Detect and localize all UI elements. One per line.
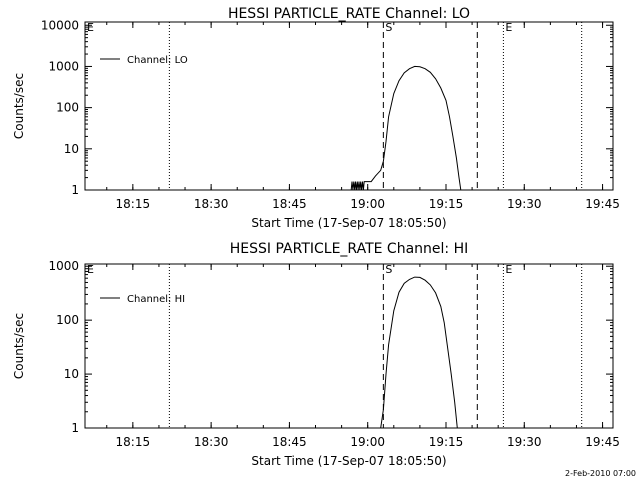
x-tick-label: 18:30	[194, 435, 229, 449]
plot-frame	[84, 263, 614, 429]
x-axis-label: Start Time (17-Sep-07 18:05:50)	[251, 454, 446, 468]
y-tick-label: 1000	[48, 59, 79, 73]
x-tick-label: 18:45	[272, 435, 307, 449]
y-axis-label: Counts/sec	[12, 313, 26, 379]
y-tick-label: 1	[71, 421, 79, 435]
marker-label: E	[505, 21, 512, 34]
y-tick-label: 10	[64, 142, 79, 156]
x-tick-label: 18:45	[272, 197, 307, 211]
marker-label: E	[87, 263, 94, 276]
y-tick-label: 1	[71, 183, 79, 197]
x-axis-label: Start Time (17-Sep-07 18:05:50)	[251, 216, 446, 230]
x-tick-label: 19:45	[585, 197, 620, 211]
x-tick-label: 19:00	[350, 435, 385, 449]
series-line	[380, 276, 458, 429]
chart-title: HESSI PARTICLE_RATE Channel: LO	[228, 6, 470, 22]
x-tick-label: 19:30	[507, 197, 542, 211]
legend-label: Channel: LO	[127, 55, 188, 66]
legend-label: Channel: HI	[127, 294, 185, 305]
marker-label: S	[385, 21, 392, 34]
x-tick-label: 18:15	[116, 435, 151, 449]
y-tick-label: 10	[64, 367, 79, 381]
x-tick-label: 19:30	[507, 435, 542, 449]
x-tick-label: 19:45	[585, 435, 620, 449]
x-tick-label: 18:30	[194, 197, 229, 211]
marker-label: E	[505, 263, 512, 276]
y-tick-label: 100	[56, 313, 79, 327]
y-tick-label: 1000	[48, 259, 79, 273]
footer-timestamp: 2-Feb-2010 07:00	[565, 469, 636, 478]
marker-label: S	[385, 263, 392, 276]
x-tick-label: 18:15	[116, 197, 151, 211]
x-tick-label: 19:15	[429, 435, 464, 449]
x-tick-label: 19:15	[429, 197, 464, 211]
y-tick-label: 100	[56, 101, 79, 115]
marker-label: E	[87, 21, 94, 34]
y-axis-label: Counts/sec	[12, 73, 26, 139]
y-tick-label: 10000	[41, 18, 79, 32]
x-tick-label: 19:00	[350, 197, 385, 211]
series-line	[350, 65, 462, 191]
chart-title: HESSI PARTICLE_RATE Channel: HI	[230, 241, 468, 257]
plot-frame	[84, 21, 614, 191]
